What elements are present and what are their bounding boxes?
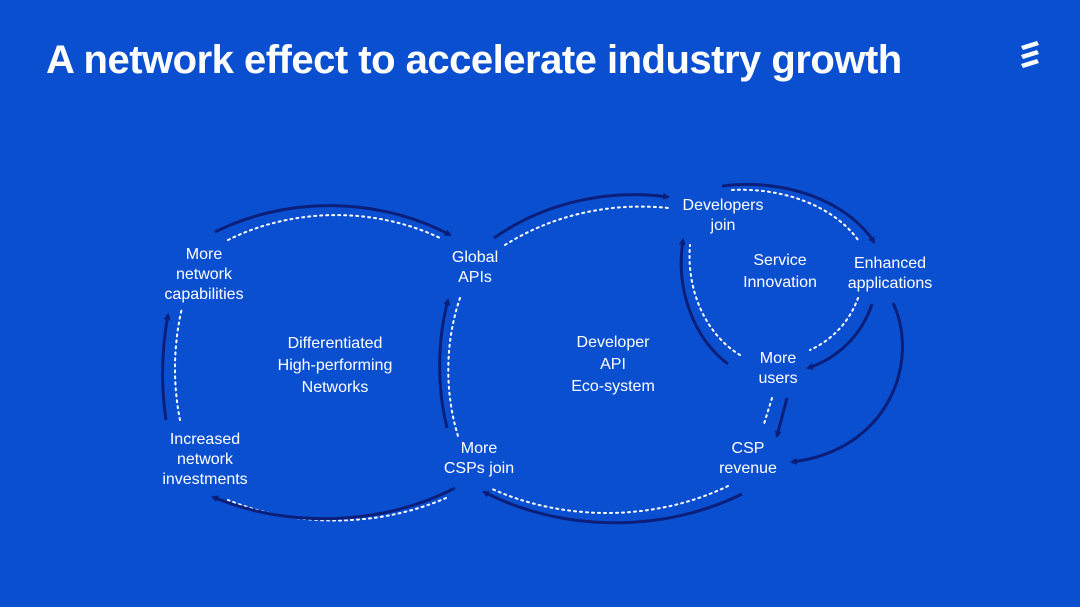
mid-dotted-bottom [489,485,729,514]
right-dotted-top [731,188,859,241]
right-dotted-right [809,297,859,351]
right-cycle [678,182,904,465]
node-global-apis: Global APIs [451,249,499,286]
right-arrow-down [774,397,789,439]
left-arrow-left [161,312,171,421]
left-arrow-right [438,297,451,429]
left-dotted-right [447,297,461,437]
right-arrow-right [806,303,874,370]
middle-cycle [482,192,743,525]
ericsson-logo-icon [1021,41,1039,68]
node-developers-join: Developers join [682,197,764,234]
node-enhanced-applications: Enhanced applications [847,255,933,292]
left-dotted-left [173,307,183,421]
node-csp-revenue: CSP revenue [719,440,777,477]
middle-cycle-center-label: Developer API Eco-system [571,334,655,395]
node-more-users: More users [758,350,798,387]
left-arrow-bottom [211,486,456,521]
node-more-network-capabilities: More network capabilities [164,246,244,303]
slide-title: A network effect to accelerate industry … [46,38,902,82]
right-arrow-outer [789,302,904,465]
mid-arrow-top [493,192,671,240]
mid-dotted-top [504,205,669,246]
right-dotted-down [763,397,773,425]
node-increased-network-investments: Increased network investments [162,431,248,488]
mid-arrow-bottom [482,490,743,525]
node-more-csps-join: More CSPs join [443,440,515,477]
right-cycle-center-label: Service Innovation [743,252,817,291]
left-dotted-top [227,214,441,241]
left-cycle [161,204,461,522]
right-dotted-left [688,244,741,356]
left-cycle-center-label: Differentiated High-performing Networks [277,335,393,396]
right-arrow-top [721,182,876,244]
right-arrow-left [678,237,729,366]
left-arrow-top [214,204,452,237]
